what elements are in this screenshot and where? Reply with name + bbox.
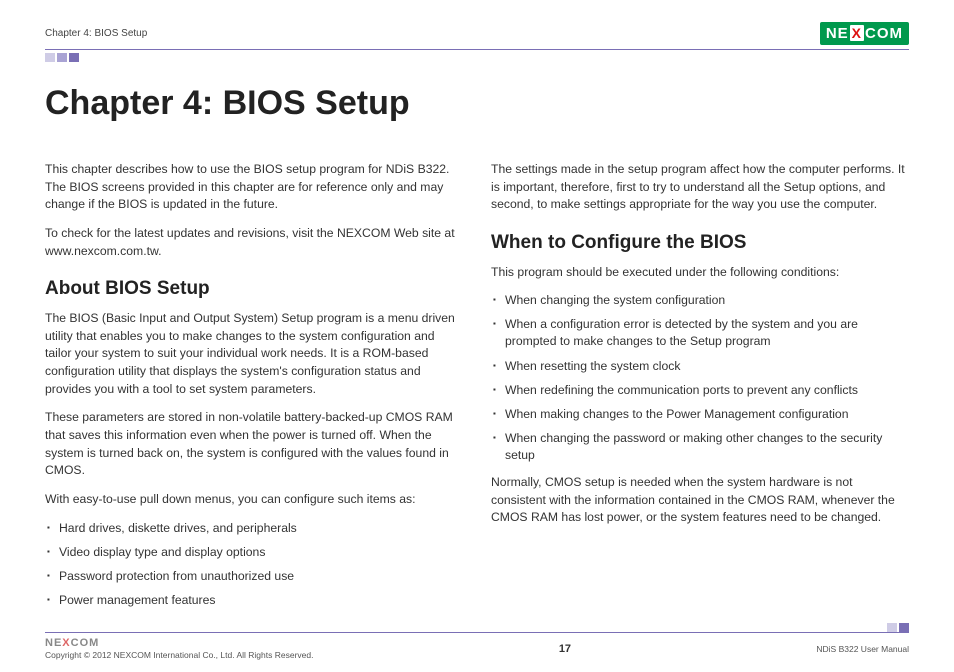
conditions-list: When changing the system configuration W…: [491, 292, 909, 464]
list-item: Hard drives, diskette drives, and periph…: [59, 520, 463, 537]
list-item: Power management features: [59, 592, 463, 609]
page: Chapter 4: BIOS Setup NE X COM Chapter 4…: [0, 0, 954, 619]
left-column: This chapter describes how to use the BI…: [45, 161, 463, 619]
page-title: Chapter 4: BIOS Setup: [45, 84, 909, 123]
doc-title: NDiS B322 User Manual: [816, 644, 909, 654]
list-item: When changing the password or making oth…: [505, 430, 909, 464]
footer-tabs-icon: [887, 623, 909, 632]
top-header: Chapter 4: BIOS Setup NE X COM: [45, 20, 909, 46]
settings-paragraph: The settings made in the setup program a…: [491, 161, 909, 214]
intro-paragraph: To check for the latest updates and revi…: [45, 225, 463, 260]
right-column: The settings made in the setup program a…: [491, 161, 909, 619]
when-subtext: This program should be executed under th…: [491, 264, 909, 282]
about-heading: About BIOS Setup: [45, 275, 463, 303]
when-heading: When to Configure the BIOS: [491, 229, 909, 257]
footer-left: NEXCOM Copyright © 2012 NEXCOM Internati…: [45, 637, 313, 660]
closing-paragraph: Normally, CMOS setup is needed when the …: [491, 474, 909, 527]
configure-items-list: Hard drives, diskette drives, and periph…: [45, 520, 463, 609]
logo-text-pre: NE: [826, 25, 849, 42]
copyright-text: Copyright © 2012 NEXCOM International Co…: [45, 650, 313, 660]
about-paragraph: These parameters are stored in non-volat…: [45, 409, 463, 480]
list-item: Video display type and display options: [59, 544, 463, 561]
page-number: 17: [559, 643, 571, 655]
list-item: When making changes to the Power Managem…: [505, 406, 909, 423]
about-paragraph: With easy-to-use pull down menus, you ca…: [45, 491, 463, 509]
chapter-label: Chapter 4: BIOS Setup: [45, 28, 147, 39]
footer: NEXCOM Copyright © 2012 NEXCOM Internati…: [45, 632, 909, 660]
list-item: When changing the system configuration: [505, 292, 909, 309]
list-item: When a configuration error is detected b…: [505, 316, 909, 350]
list-item: When resetting the system clock: [505, 358, 909, 375]
content-columns: This chapter describes how to use the BI…: [45, 161, 909, 619]
logo-text-post: COM: [865, 25, 903, 42]
list-item: When redefining the communication ports …: [505, 382, 909, 399]
header-tabs-icon: [45, 53, 909, 62]
footer-logo: NEXCOM: [45, 637, 313, 649]
list-item: Password protection from unauthorized us…: [59, 568, 463, 585]
footer-row: NEXCOM Copyright © 2012 NEXCOM Internati…: [45, 637, 909, 660]
logo-text-x: X: [850, 25, 864, 41]
brand-logo: NE X COM: [820, 22, 909, 45]
header-rule: [45, 49, 909, 50]
intro-paragraph: This chapter describes how to use the BI…: [45, 161, 463, 214]
footer-rule: [45, 632, 909, 633]
about-paragraph: The BIOS (Basic Input and Output System)…: [45, 310, 463, 398]
